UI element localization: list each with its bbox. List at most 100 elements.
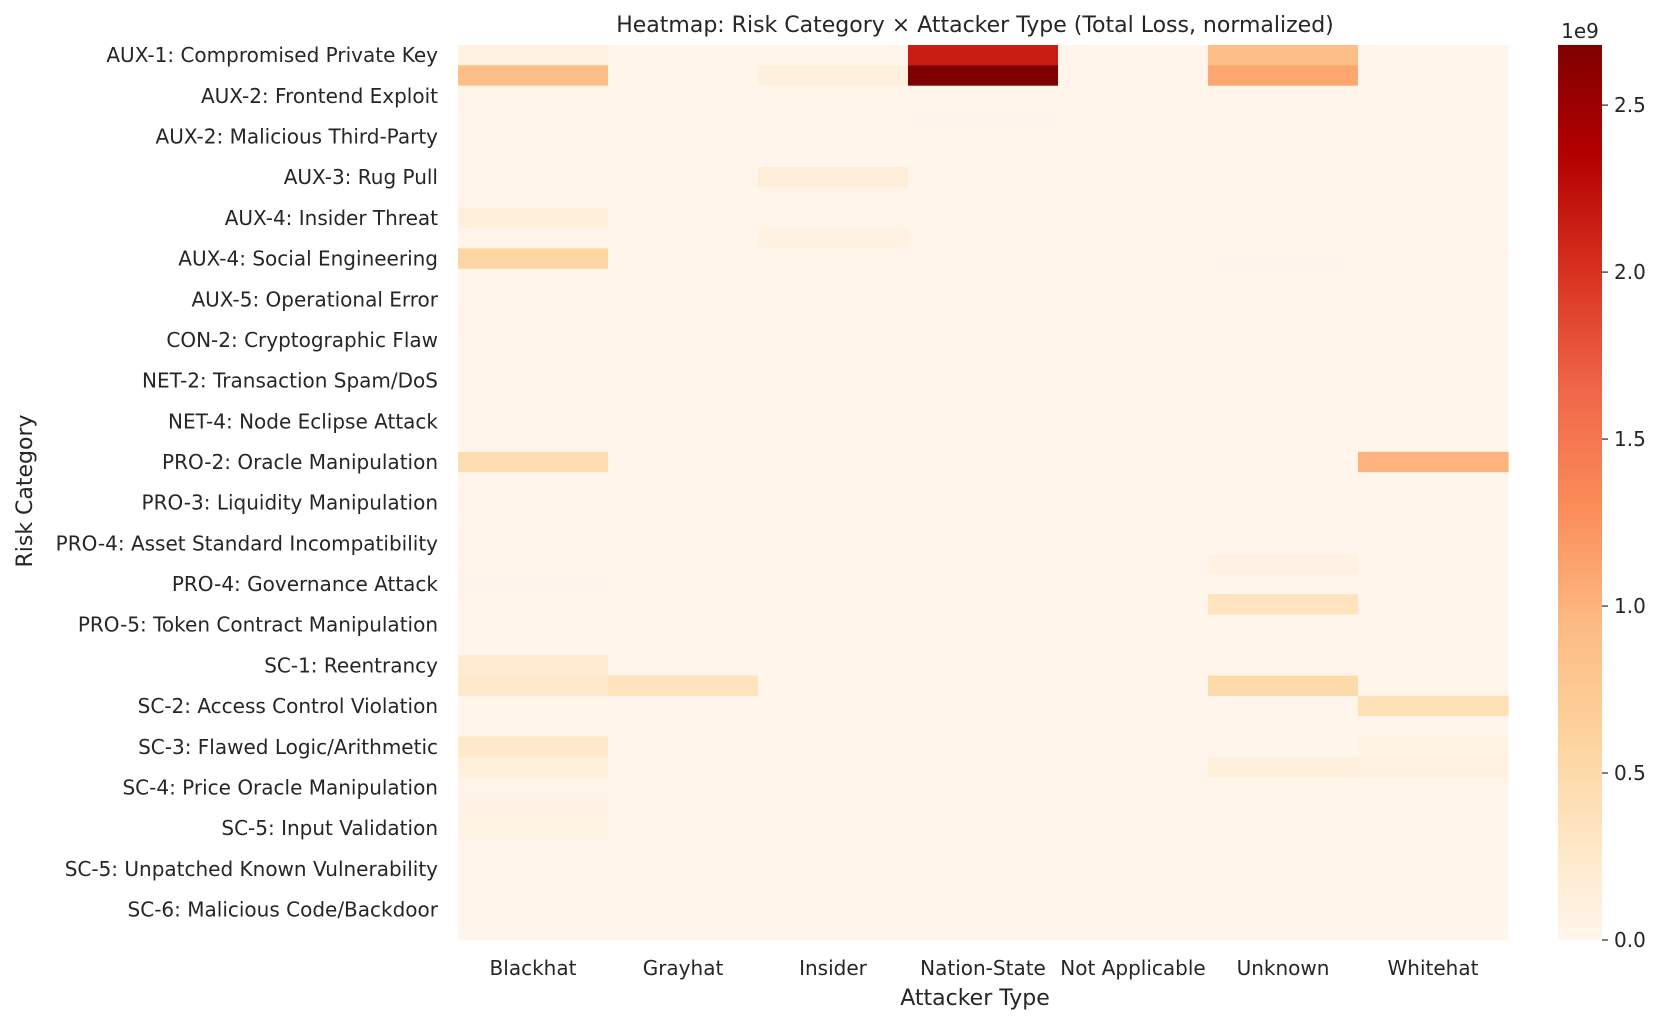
heatmap-cell — [908, 878, 1059, 900]
heatmap-cell — [908, 736, 1059, 758]
heatmap-cell — [1358, 838, 1509, 860]
heatmap-cell — [608, 533, 759, 555]
heatmap-cell — [1208, 350, 1359, 372]
heatmap-cell — [758, 85, 909, 107]
heatmap-cell — [1208, 797, 1359, 819]
heatmap-cell — [1208, 390, 1359, 412]
heatmap-cell — [608, 65, 759, 87]
heatmap-cell — [1208, 126, 1359, 148]
heatmap-cell — [1358, 634, 1509, 656]
heatmap-cell — [608, 675, 759, 697]
heatmap-cell — [458, 594, 609, 616]
heatmap-cell — [908, 187, 1059, 209]
heatmap-cell — [758, 899, 909, 921]
heatmap-cell — [1358, 167, 1509, 188]
heatmap-cell — [608, 228, 759, 250]
heatmap-cell — [1358, 309, 1509, 331]
heatmap-cell — [1208, 919, 1359, 941]
heatmap-cell — [608, 370, 759, 392]
heatmap-cell — [458, 228, 609, 250]
x-tick-label: Whitehat — [1388, 956, 1479, 980]
heatmap-cell — [1208, 736, 1359, 758]
heatmap-cell — [1208, 207, 1359, 229]
heatmap-cell — [908, 370, 1059, 392]
heatmap-cell — [608, 431, 759, 453]
heatmap-cell — [1208, 85, 1359, 107]
heatmap-cell — [1058, 289, 1209, 311]
heatmap-cell — [458, 431, 609, 453]
heatmap-cell — [1208, 675, 1359, 697]
heatmap-cell — [758, 370, 909, 392]
heatmap-cell — [608, 817, 759, 839]
heatmap-cell — [1358, 675, 1509, 697]
heatmap-cell — [608, 187, 759, 209]
heatmap-cell — [1208, 695, 1359, 717]
heatmap-cell — [908, 350, 1059, 372]
heatmap-cell — [1208, 594, 1359, 616]
heatmap-cell — [458, 472, 609, 494]
y-tick-labels: AUX-1: Compromised Private Key AUX-2: Fro… — [56, 43, 439, 921]
heatmap-cell — [1058, 594, 1209, 616]
heatmap-cell — [1058, 167, 1209, 188]
heatmap-cell — [908, 146, 1059, 168]
heatmap-cell — [908, 858, 1059, 880]
heatmap-cell — [758, 329, 909, 351]
y-axis-label: Risk Category — [13, 414, 38, 567]
heatmap-cell — [608, 614, 759, 636]
heatmap-cell — [1058, 390, 1209, 412]
heatmap-cell — [908, 45, 1059, 66]
heatmap-cell — [608, 45, 759, 66]
y-tick-label: SC-5: Input Validation — [221, 816, 438, 840]
heatmap-cell — [908, 614, 1059, 636]
heatmap-cell — [458, 106, 609, 127]
heatmap-cell — [758, 309, 909, 331]
heatmap-cell — [758, 512, 909, 534]
heatmap-cell — [758, 248, 909, 270]
heatmap-cell — [758, 187, 909, 209]
chart-title: Heatmap: Risk Category × Attacker Type (… — [616, 13, 1334, 38]
heatmap-cell — [1058, 838, 1209, 860]
heatmap-cell — [908, 390, 1059, 412]
heatmap-cell — [1208, 472, 1359, 494]
heatmap-cell — [1358, 736, 1509, 758]
heatmap-cell — [908, 797, 1059, 819]
heatmap-cell — [608, 146, 759, 168]
heatmap-cell — [1358, 207, 1509, 229]
y-tick-label: SC-2: Access Control Violation — [138, 694, 438, 718]
heatmap-cells — [458, 45, 1509, 941]
heatmap-cell — [458, 777, 609, 799]
heatmap-cell — [758, 268, 909, 290]
heatmap-cell — [758, 594, 909, 616]
y-tick-label: PRO-3: Liquidity Manipulation — [142, 491, 438, 515]
heatmap-cell — [758, 655, 909, 677]
heatmap-cell — [1358, 187, 1509, 209]
heatmap-cell — [908, 207, 1059, 229]
heatmap-cell — [608, 899, 759, 921]
heatmap-cell — [758, 736, 909, 758]
heatmap-cell — [758, 146, 909, 168]
y-tick-label: PRO-5: Token Contract Manipulation — [78, 613, 438, 637]
heatmap-cell — [908, 817, 1059, 839]
heatmap-cell — [458, 45, 609, 66]
heatmap-cell — [458, 634, 609, 656]
heatmap-cell — [608, 695, 759, 717]
heatmap-cell — [1058, 716, 1209, 738]
heatmap-cell — [758, 411, 909, 433]
heatmap-cell — [1208, 268, 1359, 290]
heatmap-cell — [608, 126, 759, 148]
heatmap-cell — [1358, 756, 1509, 778]
heatmap-cell — [608, 594, 759, 616]
heatmap-cell — [1058, 309, 1209, 331]
heatmap-cell — [1208, 533, 1359, 555]
heatmap-cell — [908, 268, 1059, 290]
heatmap-cell — [1058, 573, 1209, 595]
heatmap-cell — [458, 756, 609, 778]
heatmap-cell — [1208, 614, 1359, 636]
heatmap-cell — [908, 675, 1059, 697]
heatmap-cell — [908, 228, 1059, 250]
heatmap-cell — [758, 492, 909, 514]
x-tick-label: Not Applicable — [1060, 956, 1205, 980]
heatmap-cell — [1358, 492, 1509, 514]
heatmap-cell — [1208, 634, 1359, 656]
heatmap-cell — [1358, 919, 1509, 941]
